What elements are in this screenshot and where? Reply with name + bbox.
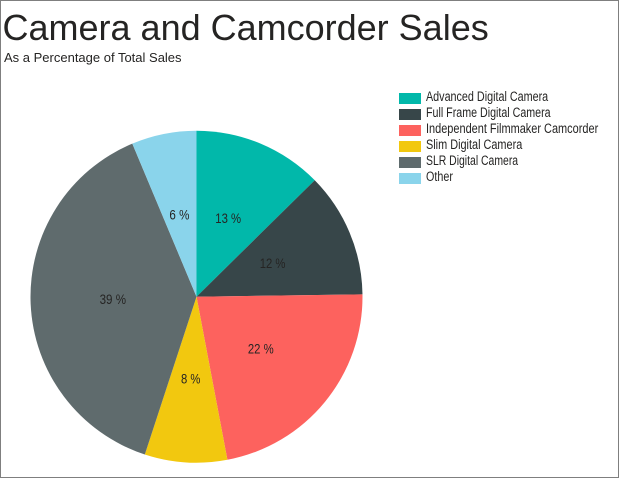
svg-text:12 %: 12 % bbox=[260, 255, 286, 271]
svg-text:13 %: 13 % bbox=[215, 210, 241, 226]
svg-text:8 %: 8 % bbox=[181, 371, 200, 387]
svg-text:39 %: 39 % bbox=[100, 291, 126, 307]
svg-text:22 %: 22 % bbox=[248, 340, 274, 356]
svg-text:6 %: 6 % bbox=[169, 206, 189, 222]
